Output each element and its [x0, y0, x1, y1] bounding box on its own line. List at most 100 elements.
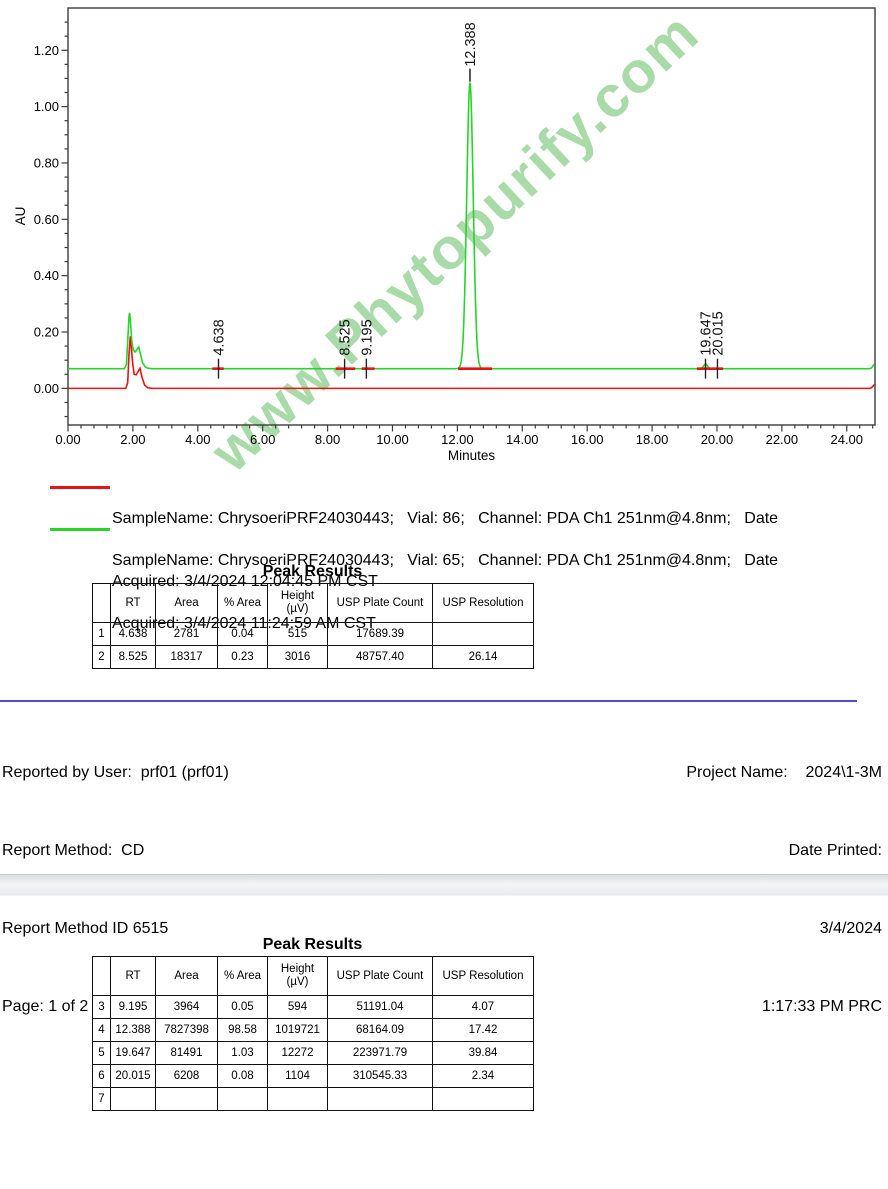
x-tick-label: 2.00 [120, 432, 145, 447]
cell: 51191.04 [327, 995, 433, 1019]
cell: 3 [92, 995, 111, 1019]
cell [267, 1087, 328, 1111]
cell: 12272 [267, 1041, 328, 1065]
cell: 12.388 [110, 1018, 156, 1042]
column-header: Height (µV) [267, 583, 328, 623]
cell: 3016 [267, 645, 328, 669]
cell: 4 [92, 1018, 111, 1042]
footer-divider [0, 700, 857, 702]
date-printed-date: 3/4/2024 [819, 920, 882, 937]
x-tick-label: 10.00 [376, 432, 409, 447]
report-method: Report Method: CD [2, 842, 145, 859]
cell: 0.23 [217, 645, 268, 669]
cell: 8.525 [110, 645, 156, 669]
column-header: % Area [217, 956, 268, 996]
green-trace-swatch [50, 528, 110, 531]
cell: 20.015 [110, 1064, 156, 1088]
cell: 5 [92, 1041, 111, 1065]
cell: 48757.40 [327, 645, 433, 669]
column-header: Area [155, 956, 218, 996]
page-break-bar [0, 874, 888, 896]
cell: 1.03 [217, 1041, 268, 1065]
trace-green [68, 82, 875, 370]
peak-label: 20.015 [710, 311, 726, 355]
cell: 2781 [155, 622, 218, 646]
cell: 4.07 [432, 995, 534, 1019]
column-header: USP Plate Count [327, 956, 433, 996]
peak-table-2: RT Area% Area Height (µV) USP Plate Count USP… [92, 956, 534, 1111]
cell [217, 1087, 268, 1111]
cell: 68164.09 [327, 1018, 433, 1042]
page-number: Page: 1 of 2 [2, 998, 89, 1015]
column-header [92, 956, 111, 996]
cell: 1104 [267, 1064, 328, 1088]
column-header: Height (µV) [267, 956, 328, 996]
x-tick-label: 24.00 [830, 432, 863, 447]
cell: 17.42 [432, 1018, 534, 1042]
report-method-id: Report Method ID 6515 [2, 920, 169, 937]
peak-label: 12.388 [463, 22, 479, 66]
cell: 19.647 [110, 1041, 156, 1065]
x-axis-label: Minutes [448, 448, 496, 463]
table-row: 6 20.015 6208 0.08 1104 310545.33 2.34 [92, 1064, 534, 1088]
cell: 9.195 [110, 995, 156, 1019]
legend-line: SampleName: ChrysoeriPRF24030443; Vial: … [112, 510, 779, 527]
cell: 0.04 [217, 622, 268, 646]
x-tick-label: 6.00 [250, 432, 275, 447]
table-row: 3 9.195 3964 0.05 594 51191.04 4.07 [92, 995, 534, 1019]
project-name: Project Name: 2024\1-3M [686, 764, 882, 781]
x-tick-label: 22.00 [766, 432, 799, 447]
x-tick-label: 16.00 [571, 432, 604, 447]
reported-by-user: Reported by User: prf01 (prf01) [2, 764, 229, 781]
cell [432, 622, 534, 646]
column-header: USP Plate Count [327, 583, 433, 623]
column-header: RT [110, 583, 156, 623]
x-tick-label: 12.00 [441, 432, 474, 447]
peak-results-title-2: Peak Results [262, 936, 363, 953]
x-tick-label: 18.00 [636, 432, 669, 447]
column-header: Area [155, 583, 218, 623]
cell: 2 [92, 645, 111, 669]
legend-entry-green: SampleName: ChrysoeriPRF24030443; Vial: … [0, 508, 888, 632]
date-printed-label: Date Printed: [788, 842, 882, 859]
y-tick-label: 0.00 [34, 381, 59, 396]
cell: 6208 [155, 1064, 218, 1088]
plot-border [67, 7, 876, 426]
x-tick-label: 14.00 [506, 432, 539, 447]
peak-results-title-1: Peak Results [262, 563, 363, 580]
table-row: 5 19.647 81491 1.03 12272 223971.79 39.84 [92, 1041, 534, 1065]
column-header: RT [110, 956, 156, 996]
cell [110, 1087, 156, 1111]
red-trace-swatch [50, 486, 110, 489]
column-header: USP Resolution [432, 583, 534, 623]
header-row: RT Area% Area Height (µV) USP Plate Count USP… [92, 956, 534, 996]
footer-left: Reported by User: prf01 (prf01) Report M… [2, 708, 229, 1072]
y-axis-label: AU [13, 207, 28, 226]
cell: 1 [92, 622, 111, 646]
table-row: 4 12.388 7827398 98.58 1019721 68164.09 17.42 [92, 1018, 534, 1042]
column-header: % Area [217, 583, 268, 623]
peak-label: 4.638 [211, 319, 227, 355]
cell: 4.638 [110, 622, 156, 646]
cell: 39.84 [432, 1041, 534, 1065]
date-printed-time: 1:17:33 PM PRC [761, 998, 882, 1015]
cell: 7827398 [155, 1018, 218, 1042]
cell: 0.05 [217, 995, 268, 1019]
header-row: RT Area% Area Height (µV) USP Plate Count USP… [92, 583, 534, 623]
column-header: USP Resolution [432, 956, 534, 996]
cell: 81491 [155, 1041, 218, 1065]
cell: 1019721 [267, 1018, 328, 1042]
x-tick-label: 0.00 [55, 432, 80, 447]
cell: 7 [92, 1087, 111, 1111]
x-tick-label: 8.00 [315, 432, 340, 447]
cell: 26.14 [432, 645, 534, 669]
cell: 223971.79 [327, 1041, 433, 1065]
y-tick-label: 0.20 [34, 325, 59, 340]
y-tick-label: 1.00 [34, 99, 59, 114]
peak-label: 9.195 [359, 319, 375, 355]
cell: 310545.33 [327, 1064, 433, 1088]
y-tick-label: 0.80 [34, 155, 59, 170]
y-tick-label: 0.40 [34, 268, 59, 283]
legend-entry-red: SampleName: ChrysoeriPRF24030443; Vial: … [0, 466, 888, 590]
